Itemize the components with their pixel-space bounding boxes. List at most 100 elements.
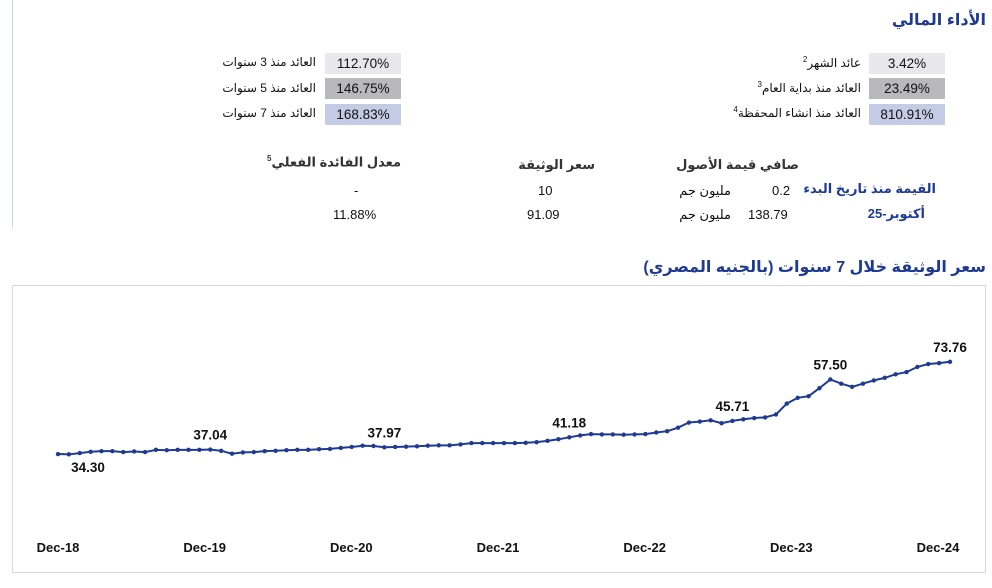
data-label: 34.30 <box>71 460 105 475</box>
header-unit-price: سعر الوثيقة <box>518 157 595 172</box>
data-point <box>480 440 485 446</box>
data-point <box>77 450 82 456</box>
data-point <box>806 393 811 399</box>
data-point <box>175 447 180 453</box>
data-point <box>882 375 887 381</box>
data-point <box>436 443 441 448</box>
data-point <box>839 381 844 386</box>
data-point <box>664 429 670 434</box>
row1-nav-unit: مليون جم <box>679 183 731 198</box>
data-point <box>567 435 572 440</box>
x-tick-label: Dec-18 <box>37 540 80 555</box>
data-point <box>284 447 289 453</box>
data-point <box>458 442 463 447</box>
row2-price: 91.09 <box>527 207 560 222</box>
series-line <box>57 360 951 456</box>
data-point <box>338 445 344 451</box>
row2-nav-unit: مليون جم <box>679 207 731 222</box>
data-point <box>240 450 246 455</box>
data-point <box>414 444 420 449</box>
left-divider <box>12 0 13 228</box>
data-point <box>273 448 278 454</box>
data-point <box>751 415 757 421</box>
header-effective-rate: معدل الفائدة الفعلي5 <box>267 154 401 170</box>
return-ytd-label: العائد منذ بداية العام3 <box>757 80 862 95</box>
data-point <box>251 449 257 455</box>
row2-nav-value: 138.79 <box>748 207 788 222</box>
data-point <box>773 412 779 417</box>
data-point <box>926 361 931 367</box>
data-point <box>741 417 746 422</box>
data-point <box>186 447 191 453</box>
data-point <box>643 431 648 437</box>
return-7y-value: 168.83% <box>325 104 401 125</box>
data-point <box>88 449 93 454</box>
data-point <box>730 418 735 424</box>
data-point <box>327 446 333 452</box>
data-point <box>501 440 507 446</box>
data-point <box>762 415 768 420</box>
data-point <box>534 439 539 445</box>
data-point <box>208 447 213 452</box>
data-point <box>893 372 898 377</box>
header-nav: صافي قيمة الأصول <box>676 157 799 172</box>
data-point <box>164 447 169 453</box>
data-point <box>904 369 909 375</box>
chart-frame <box>12 285 986 573</box>
row2-rate: 11.88% <box>333 207 377 222</box>
data-point <box>871 378 877 383</box>
data-point <box>577 433 583 438</box>
row1-nav-value: 0.2 <box>772 183 791 198</box>
return-5y-value: 146.75% <box>325 78 401 99</box>
data-point <box>121 449 126 455</box>
row-since-inception-label: القيمة منذ تاريخ البدء <box>803 181 936 196</box>
data-label: 41.18 <box>552 415 586 430</box>
chart-title: سعر الوثيقة خلال 7 سنوات (بالجنيه المصري… <box>643 259 986 276</box>
data-point <box>99 448 104 454</box>
data-point <box>936 360 942 366</box>
x-tick-label: Dec-20 <box>330 540 373 555</box>
data-point <box>817 385 822 391</box>
data-point <box>828 377 833 382</box>
data-point <box>860 381 866 386</box>
data-point <box>708 418 713 423</box>
data-point <box>632 432 637 437</box>
data-point <box>229 451 235 456</box>
return-ytd-value: 23.49% <box>869 78 945 99</box>
data-label: 73.76 <box>933 340 967 355</box>
data-point <box>110 448 115 454</box>
data-point <box>197 447 202 453</box>
data-point <box>947 359 953 364</box>
data-point <box>393 444 398 450</box>
data-point <box>55 451 61 457</box>
return-inception-label: العائد منذ انشاء المحفظة4 <box>733 105 861 120</box>
row1-price: 10 <box>538 183 553 198</box>
data-point <box>469 440 474 446</box>
data-point <box>675 425 681 430</box>
data-label: 37.04 <box>193 428 227 443</box>
row1-rate: - <box>354 183 359 198</box>
data-point <box>523 440 528 445</box>
data-point <box>360 443 365 448</box>
data-point <box>610 432 615 437</box>
data-point <box>447 443 452 448</box>
data-point <box>131 449 137 454</box>
x-tick-label: Dec-21 <box>477 540 520 555</box>
x-tick-label: Dec-19 <box>183 540 226 555</box>
return-7y-label: العائد منذ 7 سنوات <box>222 106 316 120</box>
data-point <box>719 420 724 426</box>
return-5y-label: العائد منذ 5 سنوات <box>222 81 316 95</box>
x-tick-label: Dec-24 <box>917 540 960 555</box>
data-label: 45.71 <box>716 399 750 414</box>
data-point <box>295 447 300 453</box>
data-point <box>599 432 605 437</box>
data-point <box>849 384 855 390</box>
data-label: 37.97 <box>367 425 401 440</box>
data-label: 57.50 <box>813 357 847 372</box>
data-point <box>588 431 594 437</box>
row-october-label: أكتوبر-25 <box>867 206 925 221</box>
data-point <box>784 401 790 406</box>
data-point <box>556 437 561 442</box>
x-tick-label: Dec-23 <box>770 540 813 555</box>
